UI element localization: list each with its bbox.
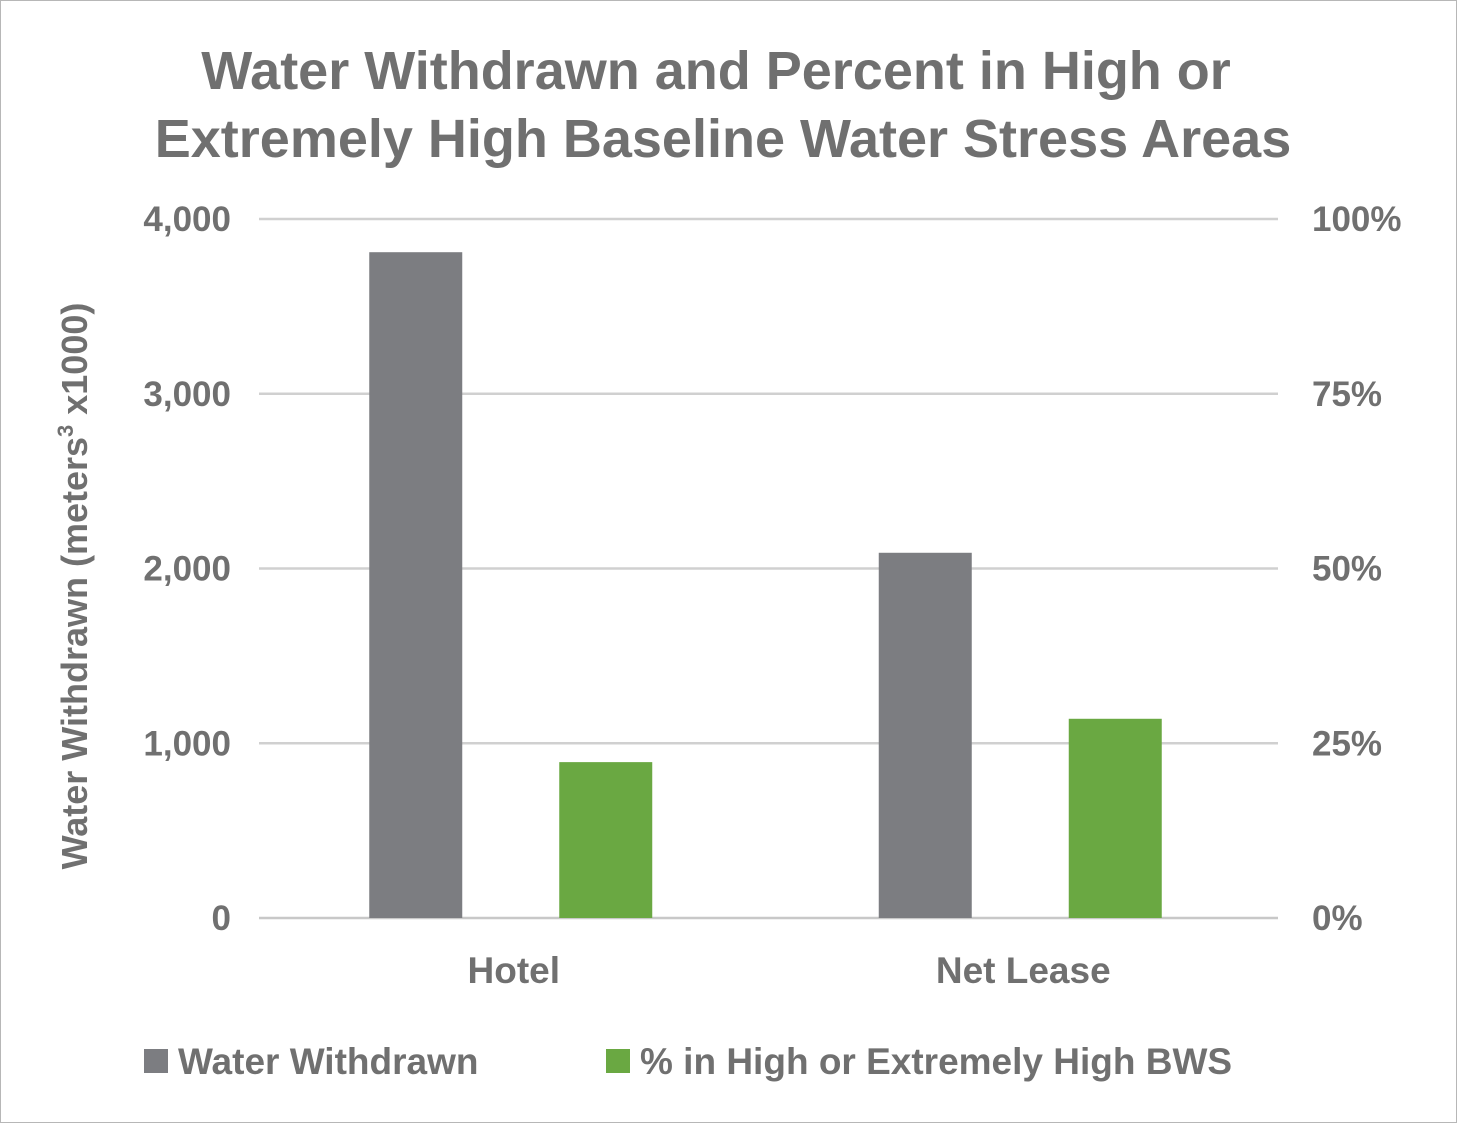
- legend-label-0: Water Withdrawn: [178, 1041, 478, 1082]
- bar-water-withdrawn-hotel: [369, 252, 463, 918]
- bar-percent-bws-net-lease: [1068, 718, 1162, 918]
- left-axis-label: Water Withdrawn (meters3 x1000): [53, 303, 95, 870]
- left-axis-label-suffix: x1000): [54, 303, 95, 425]
- right-axis-ticks: 0% 25% 50% 75% 100%: [1312, 200, 1402, 938]
- bar-water-withdrawn-net-lease: [878, 552, 972, 918]
- bar-percent-bws-hotel: [559, 762, 653, 918]
- category-label-hotel: Hotel: [468, 950, 561, 991]
- category-labels: Hotel Net Lease: [468, 950, 1111, 991]
- right-tick-label-1: 25%: [1312, 724, 1382, 763]
- left-axis-ticks: 0 1,000 2,000 3,000 4,000: [143, 200, 231, 938]
- left-axis-label-prefix: Water Withdrawn (meters: [54, 437, 95, 869]
- right-tick-label-3: 75%: [1312, 375, 1382, 414]
- chart-title: Water Withdrawn and Percent in High or E…: [155, 41, 1292, 169]
- left-tick-label-3: 3,000: [143, 375, 231, 414]
- left-axis-label-superscript: 3: [53, 425, 78, 437]
- left-tick-label-0: 0: [212, 899, 231, 938]
- left-tick-label-2: 2,000: [143, 550, 231, 589]
- left-tick-label-1: 1,000: [143, 724, 231, 763]
- chart-title-line-1: Water Withdrawn and Percent in High or: [201, 41, 1231, 101]
- legend-label-1: % in High or Extremely High BWS: [640, 1041, 1232, 1082]
- legend-swatch-1: [606, 1049, 630, 1073]
- right-tick-label-0: 0%: [1312, 899, 1363, 938]
- right-tick-label-4: 100%: [1312, 200, 1402, 239]
- category-label-net-lease: Net Lease: [936, 950, 1111, 991]
- legend: Water Withdrawn % in High or Extremely Hi…: [144, 1041, 1232, 1082]
- left-tick-label-4: 4,000: [143, 200, 231, 239]
- bars: [369, 252, 1162, 918]
- chart-title-line-2: Extremely High Baseline Water Stress Are…: [155, 109, 1292, 169]
- right-tick-label-2: 50%: [1312, 550, 1382, 589]
- legend-swatch-0: [144, 1049, 168, 1073]
